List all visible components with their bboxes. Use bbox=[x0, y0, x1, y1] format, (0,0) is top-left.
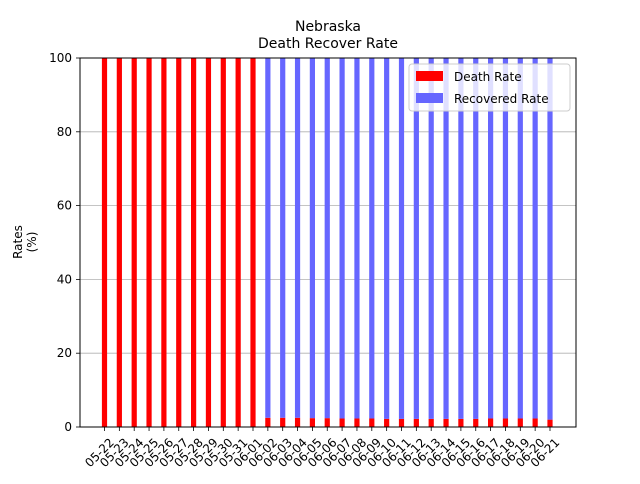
chart-subtitle: Death Recover Rate bbox=[258, 36, 398, 52]
bar-death-rate-06-18 bbox=[502, 418, 509, 427]
legend-label: Death Rate bbox=[454, 70, 522, 84]
bar-death-rate-06-03 bbox=[280, 417, 286, 427]
y-tick-label: 100 bbox=[49, 51, 72, 65]
legend-box bbox=[408, 63, 571, 112]
bar-recovered-rate-06-17 bbox=[488, 58, 494, 419]
bar-death-rate-06-05 bbox=[309, 418, 315, 427]
bar-recovered-rate-06-05 bbox=[309, 58, 315, 419]
bar-recovered-rate-06-13 bbox=[428, 58, 434, 419]
bar-death-rate-06-16 bbox=[473, 418, 479, 427]
bar-death-rate-06-09 bbox=[369, 418, 375, 427]
bar-recovered-rate-06-21 bbox=[547, 58, 553, 420]
bar-death-rate-05-23 bbox=[116, 58, 122, 427]
bar-death-rate-06-11 bbox=[398, 418, 405, 427]
bar-recovered-rate-06-20 bbox=[532, 58, 538, 419]
bar-recovered-rate-06-07 bbox=[339, 58, 345, 419]
bar-death-rate-05-22 bbox=[101, 58, 108, 427]
legend-swatch bbox=[416, 93, 443, 103]
bar-recovered-rate-06-02 bbox=[265, 58, 271, 418]
y-axis-label-line: (%) bbox=[25, 232, 39, 253]
bar-death-rate-05-29 bbox=[205, 58, 212, 427]
x-axis: 05-2205-2305-2405-2505-2605-2705-2805-29… bbox=[82, 427, 562, 470]
legend-label: Recovered Rate bbox=[454, 92, 549, 106]
bar-recovered-rate-06-11 bbox=[398, 58, 405, 419]
y-tick-label: 0 bbox=[64, 420, 72, 434]
bar-death-rate-06-13 bbox=[428, 418, 434, 427]
bar-death-rate-06-20 bbox=[532, 418, 538, 427]
bar-recovered-rate-06-10 bbox=[384, 58, 390, 419]
bar-recovered-rate-06-16 bbox=[473, 58, 479, 419]
bar-recovered-rate-06-12 bbox=[413, 58, 419, 419]
bar-recovered-rate-06-15 bbox=[458, 58, 464, 419]
bar-recovered-rate-06-19 bbox=[517, 58, 523, 419]
bar-death-rate-06-12 bbox=[413, 418, 419, 427]
y-axis-label: Rates(%) bbox=[11, 225, 39, 259]
y-tick-label: 80 bbox=[57, 125, 72, 139]
bar-recovered-rate-06-18 bbox=[502, 58, 509, 419]
bar-recovered-rate-06-14 bbox=[443, 58, 449, 419]
bar-death-rate-06-01 bbox=[250, 58, 256, 427]
y-axis: 0 20 40 60 80 100 bbox=[49, 51, 80, 434]
bar-death-rate-06-10 bbox=[384, 418, 390, 427]
y-tick-label: 60 bbox=[57, 199, 72, 213]
bar-death-rate-06-15 bbox=[458, 418, 464, 427]
bar-death-rate-05-30 bbox=[220, 58, 226, 427]
bar-death-rate-06-06 bbox=[324, 418, 330, 427]
y-tick-label: 40 bbox=[57, 272, 72, 286]
legend: Death Rate Recovered Rate bbox=[408, 63, 571, 112]
bar-death-rate-06-21 bbox=[547, 419, 553, 427]
bar-death-rate-06-19 bbox=[517, 418, 523, 427]
bar-recovered-rate-06-09 bbox=[369, 58, 375, 419]
bar-recovered-rate-06-03 bbox=[280, 58, 286, 418]
bar-recovered-rate-06-06 bbox=[324, 58, 330, 419]
bar-death-rate-05-27 bbox=[176, 58, 182, 427]
bar-death-rate-05-26 bbox=[161, 58, 167, 427]
bar-death-rate-06-02 bbox=[265, 417, 271, 427]
y-axis-label-line: Rates bbox=[11, 225, 25, 259]
plot-frame bbox=[79, 57, 577, 428]
bar-death-rate-06-17 bbox=[488, 418, 494, 427]
bar-death-rate-06-14 bbox=[443, 418, 449, 427]
bar-recovered-rate-06-04 bbox=[294, 58, 301, 418]
bar-death-rate-05-24 bbox=[131, 58, 137, 427]
bar-death-rate-06-07 bbox=[339, 418, 345, 427]
legend-swatch bbox=[416, 71, 443, 81]
bar-death-rate-05-31 bbox=[235, 58, 241, 427]
bar-death-rate-06-08 bbox=[354, 418, 360, 427]
bar-death-rate-06-04 bbox=[294, 417, 301, 427]
chart-title: Nebraska bbox=[295, 19, 361, 35]
bar-death-rate-05-28 bbox=[191, 58, 197, 427]
bar-death-rate-05-25 bbox=[146, 58, 152, 427]
y-tick-label: 20 bbox=[57, 346, 72, 360]
bar-recovered-rate-06-08 bbox=[354, 58, 360, 419]
bars-layer bbox=[101, 58, 553, 427]
